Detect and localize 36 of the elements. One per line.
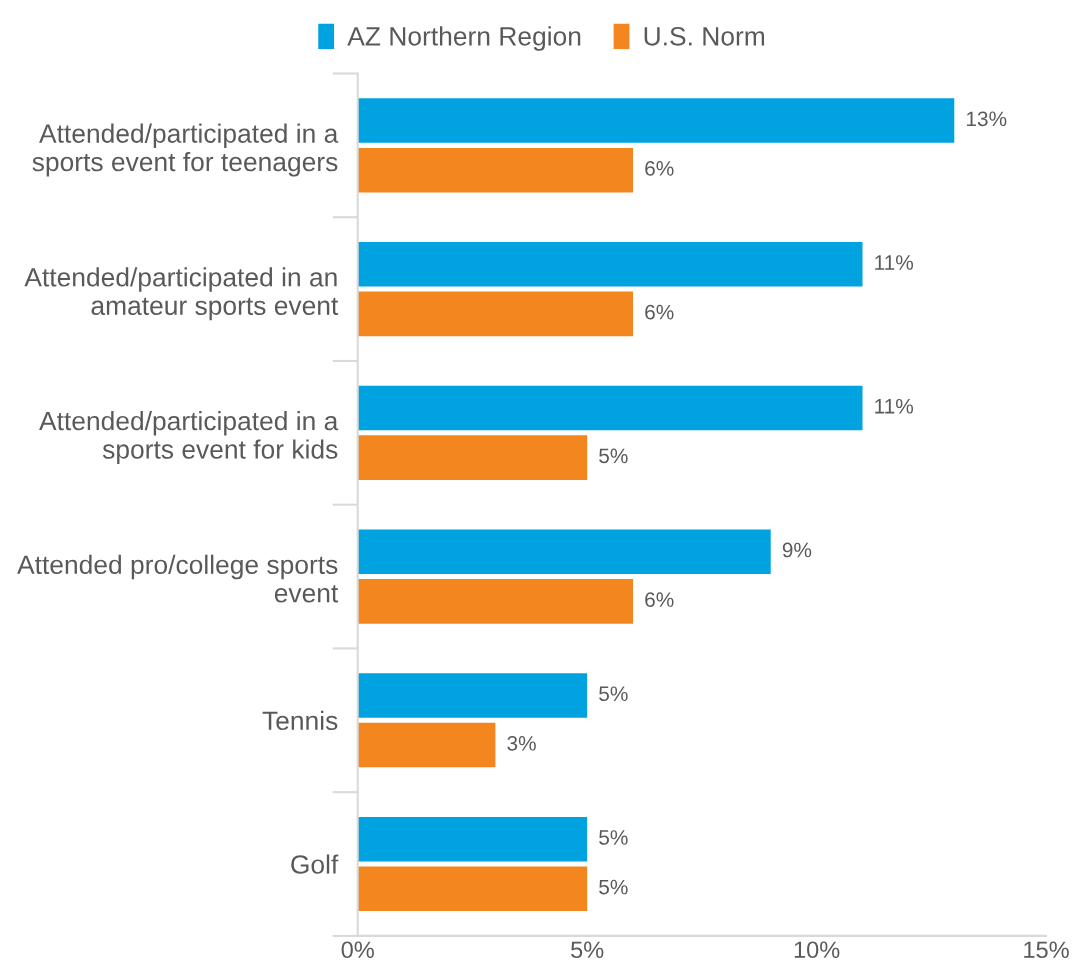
data-label: 3% [507,735,536,751]
bar [357,722,496,768]
y-tick-label: Attended/participated in a sports event for kids [39,410,339,464]
legend-label: AZ Northern Region [347,26,581,51]
bar [357,529,771,575]
data-label: 11% [875,398,914,414]
y-tick-label: Attended/participated in a sports event for teenagers [32,123,339,177]
y-tick-label: Tennis [262,710,338,731]
data-label: 5% [599,686,628,702]
bar [357,866,588,912]
y-tick-label: Attended pro/college sports event [17,554,339,603]
data-label: 6% [645,592,674,607]
data-label: 11% [875,255,914,270]
x-tick-label: 0% [341,941,374,959]
x-tick-label: 10% [794,941,840,959]
bar [357,385,863,431]
x-tick-label: 5% [571,941,604,959]
data-label: 6% [645,161,674,176]
data-label: 5% [599,879,628,895]
bar [357,291,634,337]
data-label: 6% [645,304,674,320]
bar [357,435,588,480]
bar [357,98,955,143]
data-label: 5% [599,830,628,845]
data-label: 9% [782,542,812,558]
y-tick-label: Attended/participated in an amateur sports event [24,267,339,321]
bar [357,579,634,624]
y-tick-label: Golf [291,854,339,874]
bar [357,147,634,193]
data-label: 5% [599,448,628,464]
bar [357,816,588,862]
data-label: 13% [966,111,1007,127]
legend-label: U.S. Norm [644,26,765,46]
x-tick-label: 15% [1024,941,1069,959]
bar [357,673,588,718]
bar [357,242,863,287]
